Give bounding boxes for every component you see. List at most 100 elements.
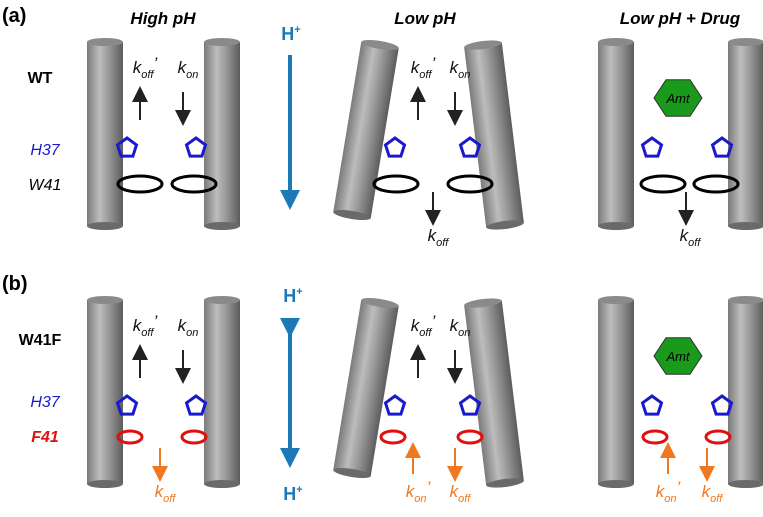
rate-label: koff’: [411, 312, 436, 339]
labels: (a) (b) High pH Low pH Low pH + Drug WT …: [2, 5, 741, 505]
column-header: High pH: [130, 9, 196, 28]
panel-label: (b): [2, 273, 28, 295]
proton-symbol: H: [281, 24, 294, 44]
rate-subscript: off: [163, 493, 176, 505]
cylinder-body: [728, 42, 763, 226]
rate-symbol: k: [450, 316, 460, 335]
helix-cylinder: [728, 38, 763, 230]
mutant-label: WT: [28, 70, 53, 87]
residue-label: H37: [30, 394, 60, 411]
cylinder-top: [598, 38, 634, 46]
rate-subscript: on: [458, 327, 470, 339]
drug-label: Amt: [665, 349, 691, 364]
rate-prime: ’: [426, 478, 430, 497]
cylinder-body: [87, 300, 123, 484]
helix-cylinder: [87, 296, 123, 488]
rate-prime: ’: [431, 54, 435, 73]
helix-cylinder: [333, 39, 399, 221]
residue-label: H37: [30, 142, 60, 159]
gate-ring: [704, 429, 732, 445]
cylinder-bottom: [204, 222, 240, 230]
rate-label: kon: [178, 58, 199, 81]
cylinder-top: [361, 297, 399, 309]
proton-label: H+: [283, 286, 302, 306]
rate-subscript: on: [414, 493, 426, 505]
rate-symbol: k: [411, 316, 421, 335]
cylinder-top: [598, 296, 634, 304]
rate-label: koff’: [411, 54, 436, 81]
cylinder-top: [204, 38, 240, 46]
column-header: Low pH + Drug: [620, 9, 741, 28]
rate-subscript: off: [419, 327, 432, 339]
imidazole-ring: [640, 136, 664, 158]
drug-hexagon: [653, 79, 703, 117]
rate-subscript: off: [419, 69, 432, 81]
rate-symbol: k: [656, 482, 666, 501]
proton-symbol: H: [283, 286, 296, 306]
imidazole-ring: [640, 394, 664, 416]
helix-cylinder: [204, 296, 240, 488]
proton-charge: +: [296, 484, 302, 496]
rate-subscript: off: [458, 493, 471, 505]
gate-ring: [641, 429, 669, 445]
rate-symbol: k: [133, 316, 143, 335]
rate-label: koff: [450, 482, 472, 505]
rate-subscript: off: [141, 327, 154, 339]
cylinder-body: [728, 300, 763, 484]
rate-symbol: k: [155, 482, 165, 501]
rate-symbol: k: [406, 482, 416, 501]
rate-subscript: on: [458, 69, 470, 81]
proton-symbol: H: [283, 484, 296, 504]
cylinder-bottom: [598, 222, 634, 230]
column-header: Low pH: [394, 9, 456, 28]
proton-label: H+: [281, 24, 300, 44]
rate-prime: ’: [431, 312, 435, 331]
helix-cylinder: [728, 296, 763, 488]
imidazole-ring: [184, 394, 208, 416]
rate-subscript: on: [186, 327, 198, 339]
cylinder-top: [87, 296, 123, 304]
rate-label: koff’: [133, 312, 158, 339]
cylinder-bottom: [204, 480, 240, 488]
helix-cylinder: [333, 297, 399, 479]
helix-cylinder: [598, 296, 634, 488]
gate-ring: [692, 174, 740, 194]
rate-label: koff: [428, 226, 450, 249]
rate-subscript: off: [710, 493, 723, 505]
cylinder-bottom: [486, 478, 524, 488]
imidazole-ring: [115, 136, 139, 158]
residue-label: W41: [29, 177, 62, 194]
rate-symbol: k: [450, 58, 460, 77]
cylinder-top: [464, 298, 502, 308]
cylinder-top: [87, 38, 123, 46]
rate-symbol: k: [411, 58, 421, 77]
rate-subscript: off: [436, 237, 449, 249]
helix-cylinder: [464, 298, 524, 488]
rate-symbol: k: [450, 482, 460, 501]
cylinder-body: [333, 41, 399, 219]
rate-label: koff: [680, 226, 702, 249]
cylinder-bottom: [87, 222, 123, 230]
rate-symbol: k: [178, 316, 188, 335]
cylinder-bottom: [333, 209, 371, 221]
cylinder-bottom: [486, 220, 524, 230]
cylinder-top: [464, 40, 502, 50]
cylinder-body: [204, 300, 240, 484]
rate-symbol: k: [178, 58, 188, 77]
rate-symbol: k: [702, 482, 712, 501]
drug-hexagon: [653, 337, 703, 375]
imidazole-ring: [383, 394, 407, 416]
imidazole-ring: [710, 136, 734, 158]
rate-symbol: k: [133, 58, 143, 77]
drug-label: Amt: [665, 91, 691, 106]
gate-ring: [379, 429, 407, 445]
shapes: [87, 38, 763, 488]
proton-charge: +: [296, 286, 302, 298]
cylinder-top: [361, 39, 399, 51]
cylinder-body: [464, 300, 524, 486]
gate-ring: [372, 174, 420, 194]
cylinder-bottom: [728, 480, 763, 488]
cylinder-top: [728, 38, 763, 46]
cylinder-body: [464, 42, 524, 228]
